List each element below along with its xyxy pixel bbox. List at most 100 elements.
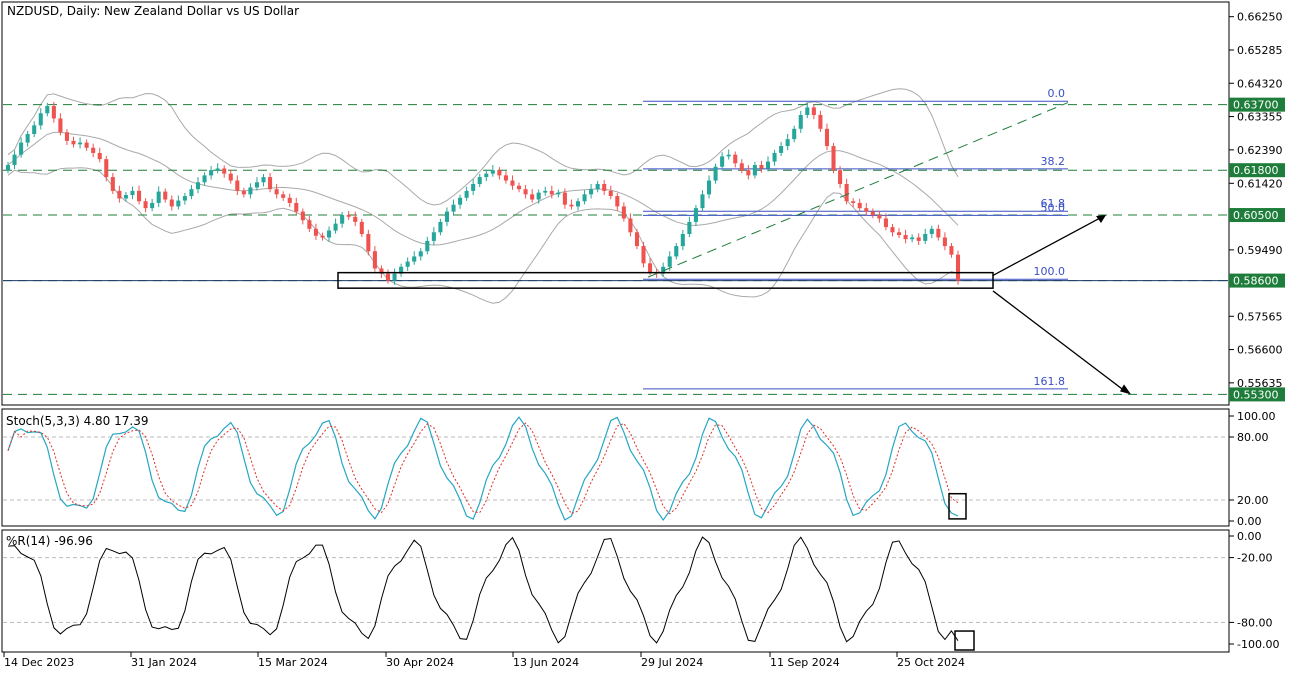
candle-body [254,182,259,188]
candle-body [340,215,345,224]
candle-body [916,237,921,241]
candle-body [215,168,220,171]
candle-body [169,199,174,207]
candle-body [667,256,672,267]
price-level-badge [1229,273,1285,288]
candle-body [405,261,410,267]
candle-body [281,194,286,198]
candle-body [156,191,161,203]
candle-body [536,192,541,200]
candle-body [287,197,292,203]
williams-pane [1,529,1230,653]
candle-body [765,161,771,169]
candle-body [202,175,207,183]
arrow-head-up [1096,215,1106,223]
y-tick-label: 0.55635 [1237,377,1283,390]
fibonacci-label: 61.8 [1041,197,1066,210]
candle-body [458,197,463,205]
x-tick-label: 30 Apr 2024 [386,656,454,669]
y-tick-label: 0.65285 [1237,44,1283,57]
fibonacci-label: 161.8 [1034,375,1066,388]
candle-body [484,173,489,178]
candle-body [811,107,816,116]
williams-tick-label: -100.00 [1237,638,1279,651]
candle-body [346,215,351,217]
candle-body [628,218,633,233]
candle-body [864,208,869,212]
stochastic-tick-label: 20.00 [1237,494,1269,507]
fibonacci-label: 38.2 [1041,155,1066,168]
candle-body [189,189,194,197]
candle-body [549,190,554,195]
x-tick-label: 25 Oct 2024 [897,656,965,669]
stochastic-plot: 100.00 80.00 20.00 0.00 [3,410,1276,528]
y-tick-label: 0.66250 [1237,11,1283,24]
candle-body [313,228,318,236]
candle-body [104,159,109,178]
candle-body [877,215,882,219]
fibonacci-label: 100.0 [1034,265,1066,278]
candle-body [300,211,305,221]
candle-body [661,266,666,274]
williams-r-label: %R(14) -96.96 [6,534,93,548]
candle-body [818,115,823,129]
candle-body [870,211,875,216]
candle-body [752,165,757,176]
candle-body [182,196,187,201]
candle-body [739,163,744,171]
candle-body [634,232,639,247]
candle-body [392,273,397,281]
candle-body [949,246,954,255]
price-level-label: 0.63700 [1233,99,1279,112]
candle-body [831,146,836,171]
candle-body [176,200,181,207]
candle-body [241,190,246,195]
candle-body [733,154,738,164]
candle-body [824,128,829,147]
candle-body [883,218,888,228]
candle-body [517,185,522,190]
bollinger-lower [7,167,959,304]
candle-body [84,142,89,148]
candle-body [385,273,391,281]
candle-body [844,183,849,202]
candle-body [720,156,725,167]
candle-body [58,118,63,133]
candle-body [228,173,233,181]
candle-body [792,128,797,140]
price-level-label: 0.61800 [1233,164,1279,177]
candle-body [353,216,358,222]
stochastic-signal-line [7,422,959,515]
candle-body [477,177,482,184]
candle-body [366,234,371,252]
candle-body [471,183,476,191]
price-level-badge [1229,163,1285,178]
williams-tick-label: 0.00 [1237,530,1262,543]
candle-body [798,115,803,129]
candle-body [772,152,777,162]
williams-r-line [7,536,959,644]
x-tick-label: 14 Dec 2023 [4,656,74,669]
candle-body [503,175,508,181]
time-axis: 14 Dec 2023 31 Jan 2024 15 Mar 2024 30 Apr … [3,652,965,669]
candle-body [418,251,423,257]
candle-body [32,125,37,134]
candle-body [851,201,856,203]
candle-body [307,220,312,229]
stochastic-tick-label: 80.00 [1237,431,1269,444]
x-tick-label: 29 Jul 2024 [641,656,703,669]
candle-body [700,194,705,209]
candle-body [248,187,253,195]
candle-body [523,189,528,195]
bearish-scenario-arrow [992,290,1128,394]
candle-body [333,223,338,231]
candle-body [64,132,69,141]
candle-body [687,221,692,235]
candle-body [261,177,266,183]
x-tick-label: 11 Sep 2024 [770,656,840,669]
candle-body [838,170,843,184]
candle-body [955,254,961,281]
candle-body [372,251,377,269]
candle-body [274,189,279,195]
candle-body [569,204,574,207]
